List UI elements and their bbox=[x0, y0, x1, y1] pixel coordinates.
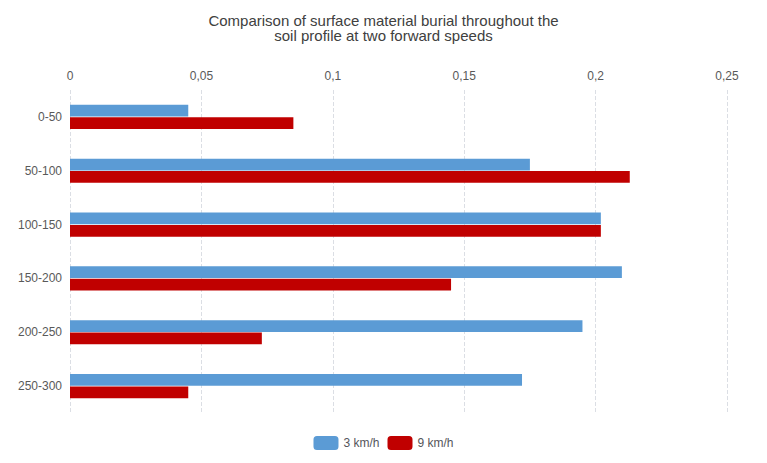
svg-text:3 km/h: 3 km/h bbox=[343, 436, 379, 450]
svg-text:0,15: 0,15 bbox=[453, 69, 477, 83]
svg-text:150-200: 150-200 bbox=[18, 271, 62, 285]
svg-text:0-50: 0-50 bbox=[38, 110, 62, 124]
svg-text:250-300: 250-300 bbox=[18, 379, 62, 393]
svg-text:soil profile at two forward sp: soil profile at two forward speeds bbox=[274, 27, 492, 44]
svg-text:0: 0 bbox=[67, 69, 74, 83]
svg-text:0,2: 0,2 bbox=[587, 69, 604, 83]
svg-text:0,1: 0,1 bbox=[324, 69, 341, 83]
svg-text:Comparison of surface material: Comparison of surface material burial th… bbox=[208, 12, 559, 29]
svg-text:9 km/h: 9 km/h bbox=[418, 436, 454, 450]
svg-text:200-250: 200-250 bbox=[18, 325, 62, 339]
svg-text:0,05: 0,05 bbox=[190, 69, 214, 83]
svg-text:100-150: 100-150 bbox=[18, 218, 62, 232]
svg-text:0,25: 0,25 bbox=[715, 69, 739, 83]
svg-text:50-100: 50-100 bbox=[25, 164, 63, 178]
